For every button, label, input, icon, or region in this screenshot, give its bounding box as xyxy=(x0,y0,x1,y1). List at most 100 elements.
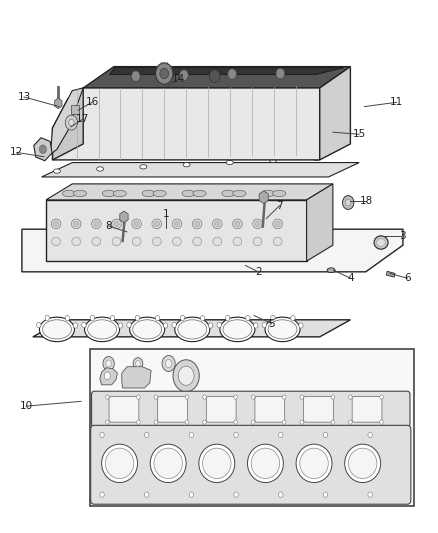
Polygon shape xyxy=(83,67,350,88)
Text: 4: 4 xyxy=(347,273,354,283)
Circle shape xyxy=(228,69,237,79)
Circle shape xyxy=(163,323,168,328)
Circle shape xyxy=(234,432,238,438)
Ellipse shape xyxy=(273,237,282,246)
Circle shape xyxy=(160,68,169,79)
Ellipse shape xyxy=(313,156,320,160)
Circle shape xyxy=(106,395,109,399)
Ellipse shape xyxy=(154,221,159,227)
Ellipse shape xyxy=(112,237,121,246)
Ellipse shape xyxy=(53,221,59,227)
Circle shape xyxy=(172,322,177,328)
Circle shape xyxy=(283,420,286,424)
Ellipse shape xyxy=(150,444,186,482)
Ellipse shape xyxy=(193,190,206,197)
FancyBboxPatch shape xyxy=(255,397,285,422)
Circle shape xyxy=(349,395,352,399)
Ellipse shape xyxy=(223,320,252,339)
Ellipse shape xyxy=(133,320,162,339)
Ellipse shape xyxy=(74,190,87,197)
Circle shape xyxy=(331,420,335,424)
Ellipse shape xyxy=(272,190,286,197)
Ellipse shape xyxy=(183,163,190,167)
Circle shape xyxy=(279,432,283,438)
Circle shape xyxy=(185,395,189,399)
FancyBboxPatch shape xyxy=(71,105,79,114)
Ellipse shape xyxy=(345,444,381,482)
Circle shape xyxy=(100,492,104,497)
Circle shape xyxy=(137,395,140,399)
Circle shape xyxy=(73,323,78,328)
Ellipse shape xyxy=(233,237,242,246)
Circle shape xyxy=(283,395,286,399)
Circle shape xyxy=(136,360,140,367)
Ellipse shape xyxy=(251,448,280,479)
Ellipse shape xyxy=(220,317,255,342)
Ellipse shape xyxy=(178,320,207,339)
Polygon shape xyxy=(46,200,307,261)
Ellipse shape xyxy=(113,190,126,197)
Ellipse shape xyxy=(51,219,61,229)
Circle shape xyxy=(276,68,285,79)
Ellipse shape xyxy=(172,219,182,229)
Ellipse shape xyxy=(39,317,74,342)
Ellipse shape xyxy=(194,221,200,227)
Circle shape xyxy=(246,316,250,321)
Ellipse shape xyxy=(92,219,101,229)
Circle shape xyxy=(234,492,238,497)
Circle shape xyxy=(82,322,86,328)
Circle shape xyxy=(368,432,372,438)
Circle shape xyxy=(37,322,41,328)
Circle shape xyxy=(279,492,283,497)
Circle shape xyxy=(201,316,205,321)
Circle shape xyxy=(380,395,383,399)
Polygon shape xyxy=(110,68,344,75)
FancyBboxPatch shape xyxy=(92,391,410,427)
Ellipse shape xyxy=(262,190,275,197)
Text: 8: 8 xyxy=(105,221,112,231)
Circle shape xyxy=(162,356,175,372)
Ellipse shape xyxy=(349,448,377,479)
Ellipse shape xyxy=(269,158,276,163)
Circle shape xyxy=(189,492,194,497)
Circle shape xyxy=(291,316,295,321)
Text: 11: 11 xyxy=(390,98,403,107)
Polygon shape xyxy=(53,88,83,160)
Ellipse shape xyxy=(212,219,222,229)
Ellipse shape xyxy=(377,239,385,247)
Text: 1: 1 xyxy=(163,209,170,219)
Ellipse shape xyxy=(199,444,235,482)
Circle shape xyxy=(69,119,74,126)
Circle shape xyxy=(234,395,237,399)
Text: 13: 13 xyxy=(18,92,31,102)
Ellipse shape xyxy=(52,237,60,246)
Ellipse shape xyxy=(255,221,260,227)
Circle shape xyxy=(346,199,351,206)
Polygon shape xyxy=(386,271,395,277)
Circle shape xyxy=(173,360,199,392)
Circle shape xyxy=(65,316,70,321)
Text: 15: 15 xyxy=(353,130,366,139)
Ellipse shape xyxy=(300,448,328,479)
Ellipse shape xyxy=(202,448,231,479)
Ellipse shape xyxy=(62,190,75,197)
Ellipse shape xyxy=(71,219,81,229)
Ellipse shape xyxy=(247,444,283,482)
Ellipse shape xyxy=(88,320,117,339)
Circle shape xyxy=(323,432,328,438)
Text: 18: 18 xyxy=(360,197,373,206)
Circle shape xyxy=(131,71,140,82)
Text: 3: 3 xyxy=(399,231,406,240)
Circle shape xyxy=(166,359,172,368)
Ellipse shape xyxy=(327,268,335,273)
Circle shape xyxy=(300,420,304,424)
Polygon shape xyxy=(22,229,403,272)
Polygon shape xyxy=(90,349,414,506)
Circle shape xyxy=(380,420,383,424)
Polygon shape xyxy=(307,184,333,261)
Circle shape xyxy=(368,492,372,497)
Ellipse shape xyxy=(130,317,165,342)
Circle shape xyxy=(106,360,111,367)
Ellipse shape xyxy=(173,237,181,246)
Circle shape xyxy=(155,63,173,84)
